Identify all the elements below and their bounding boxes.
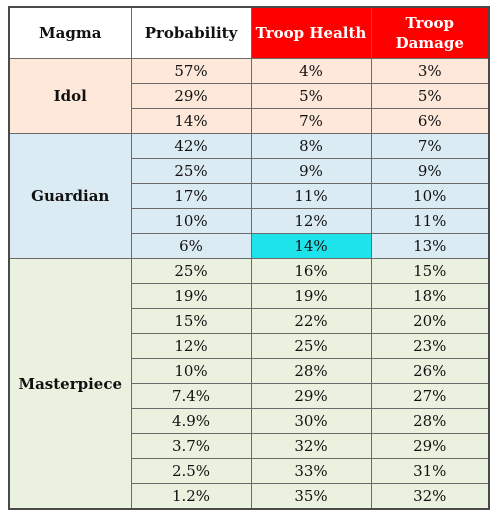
cell-health: 5%	[250, 83, 372, 109]
cell-health: 33%	[250, 458, 372, 484]
cell-probability: 12%	[130, 333, 252, 359]
header-troop-damage-line1: Troop	[405, 14, 454, 32]
cell-damage: 13%	[370, 233, 490, 259]
cell-health: 14%	[294, 237, 328, 255]
cell-probability: 15%	[130, 308, 252, 334]
header-troop-damage: Troop Damage	[370, 6, 490, 59]
cell-damage: 10%	[370, 183, 490, 209]
table-row: 25% 9% 9%	[9, 158, 490, 184]
group-label-idol: Idol	[8, 58, 132, 134]
cell-health: 12%	[250, 208, 372, 234]
cell-damage: 20%	[370, 308, 490, 334]
cell-health: 19%	[250, 283, 372, 309]
cell-health: 30%	[250, 408, 372, 434]
cell-probability: 25%	[130, 158, 252, 184]
table-row: Masterpiece 25% 16% 15%	[8, 258, 490, 510]
cell-damage: 3%	[370, 58, 490, 84]
cell-damage: 31%	[370, 458, 490, 484]
cell-health: 29%	[250, 383, 372, 409]
cell-health: 22%	[250, 308, 372, 334]
table-row: 7.4% 29% 27%	[9, 383, 490, 409]
header-probability: Probability	[130, 6, 252, 59]
table-row: 19% 19% 18%	[9, 283, 490, 309]
table-row: 14% 7% 6%	[9, 108, 490, 134]
cell-probability: 57%	[130, 58, 252, 84]
cell-probability: 7.4%	[130, 383, 252, 409]
cell-health: 32%	[250, 433, 372, 459]
cell-damage: 18%	[370, 283, 490, 309]
cell-probability: 29%	[130, 83, 252, 109]
table-row: Guardian 42% 8% 7%	[8, 133, 490, 259]
cell-health: 4%	[250, 58, 372, 84]
cell-probability: 6%	[130, 233, 252, 259]
cell-damage: 26%	[370, 358, 490, 384]
cell-health: 16%	[250, 258, 372, 284]
table-row: 1.2% 35% 32%	[9, 483, 490, 510]
table-row: Idol 57% 4% 3%	[8, 58, 490, 134]
group-label-masterpiece: Masterpiece	[8, 258, 132, 510]
group-label-guardian: Guardian	[8, 133, 132, 259]
table-row: 10% 12% 11%	[9, 208, 490, 234]
cell-health: 11%	[250, 183, 372, 209]
table-row: 2.5% 33% 31%	[9, 458, 490, 484]
cell-health: 35%	[250, 483, 372, 510]
cell-damage: 9%	[370, 158, 490, 184]
cell-damage: 6%	[370, 108, 490, 134]
header-troop-damage-line2: Damage	[395, 34, 464, 52]
cell-damage: 7%	[370, 133, 490, 159]
cell-damage: 15%	[370, 258, 490, 284]
cell-damage: 27%	[370, 383, 490, 409]
cell-health: 8%	[250, 133, 372, 159]
cell-health: 9%	[250, 158, 372, 184]
header-magma: Magma	[8, 6, 132, 59]
cell-probability: 19%	[130, 283, 252, 309]
cell-probability: 14%	[130, 108, 252, 134]
table-body: Idol 57% 4% 3% 29% 5% 5% 14% 7% 6% Guardian 42% 8% 7%…	[8, 58, 490, 510]
cell-probability: 2.5%	[130, 458, 252, 484]
table-row: 12% 25% 23%	[9, 333, 490, 359]
table-row: 3.7% 32% 29%	[9, 433, 490, 459]
cell-probability: 25%	[130, 258, 252, 284]
header-row: Magma Probability Troop Health Troop Dam…	[8, 6, 490, 59]
cell-probability: 4.9%	[130, 408, 252, 434]
table-row: 29% 5% 5%	[9, 83, 490, 109]
cell-health: 7%	[250, 108, 372, 134]
cell-damage: 5%	[370, 83, 490, 109]
cell-health: 25%	[250, 333, 372, 359]
highlighted-cell: 14%	[250, 233, 372, 259]
cell-damage: 32%	[370, 483, 490, 510]
table-row: 6% 14% 13%	[9, 233, 490, 259]
cell-damage: 28%	[370, 408, 490, 434]
cell-probability: 3.7%	[130, 433, 252, 459]
highlight-box	[252, 234, 370, 258]
table-row: 4.9% 30% 28%	[9, 408, 490, 434]
cell-damage: 23%	[370, 333, 490, 359]
cell-probability: 1.2%	[130, 483, 252, 510]
cell-damage: 11%	[370, 208, 490, 234]
table-row: 10% 28% 26%	[9, 358, 490, 384]
cell-probability: 17%	[130, 183, 252, 209]
magma-table-container: Magma Probability Troop Health Troop Dam…	[8, 6, 490, 510]
table-row: 17% 11% 10%	[9, 183, 490, 209]
header-troop-health: Troop Health	[250, 6, 372, 59]
cell-probability: 42%	[130, 133, 252, 159]
cell-probability: 10%	[130, 208, 252, 234]
cell-damage: 29%	[370, 433, 490, 459]
magma-stats-table: Magma Probability Troop Health Troop Dam…	[8, 6, 490, 510]
cell-probability: 10%	[130, 358, 252, 384]
table-row: 15% 22% 20%	[9, 308, 490, 334]
cell-health: 28%	[250, 358, 372, 384]
